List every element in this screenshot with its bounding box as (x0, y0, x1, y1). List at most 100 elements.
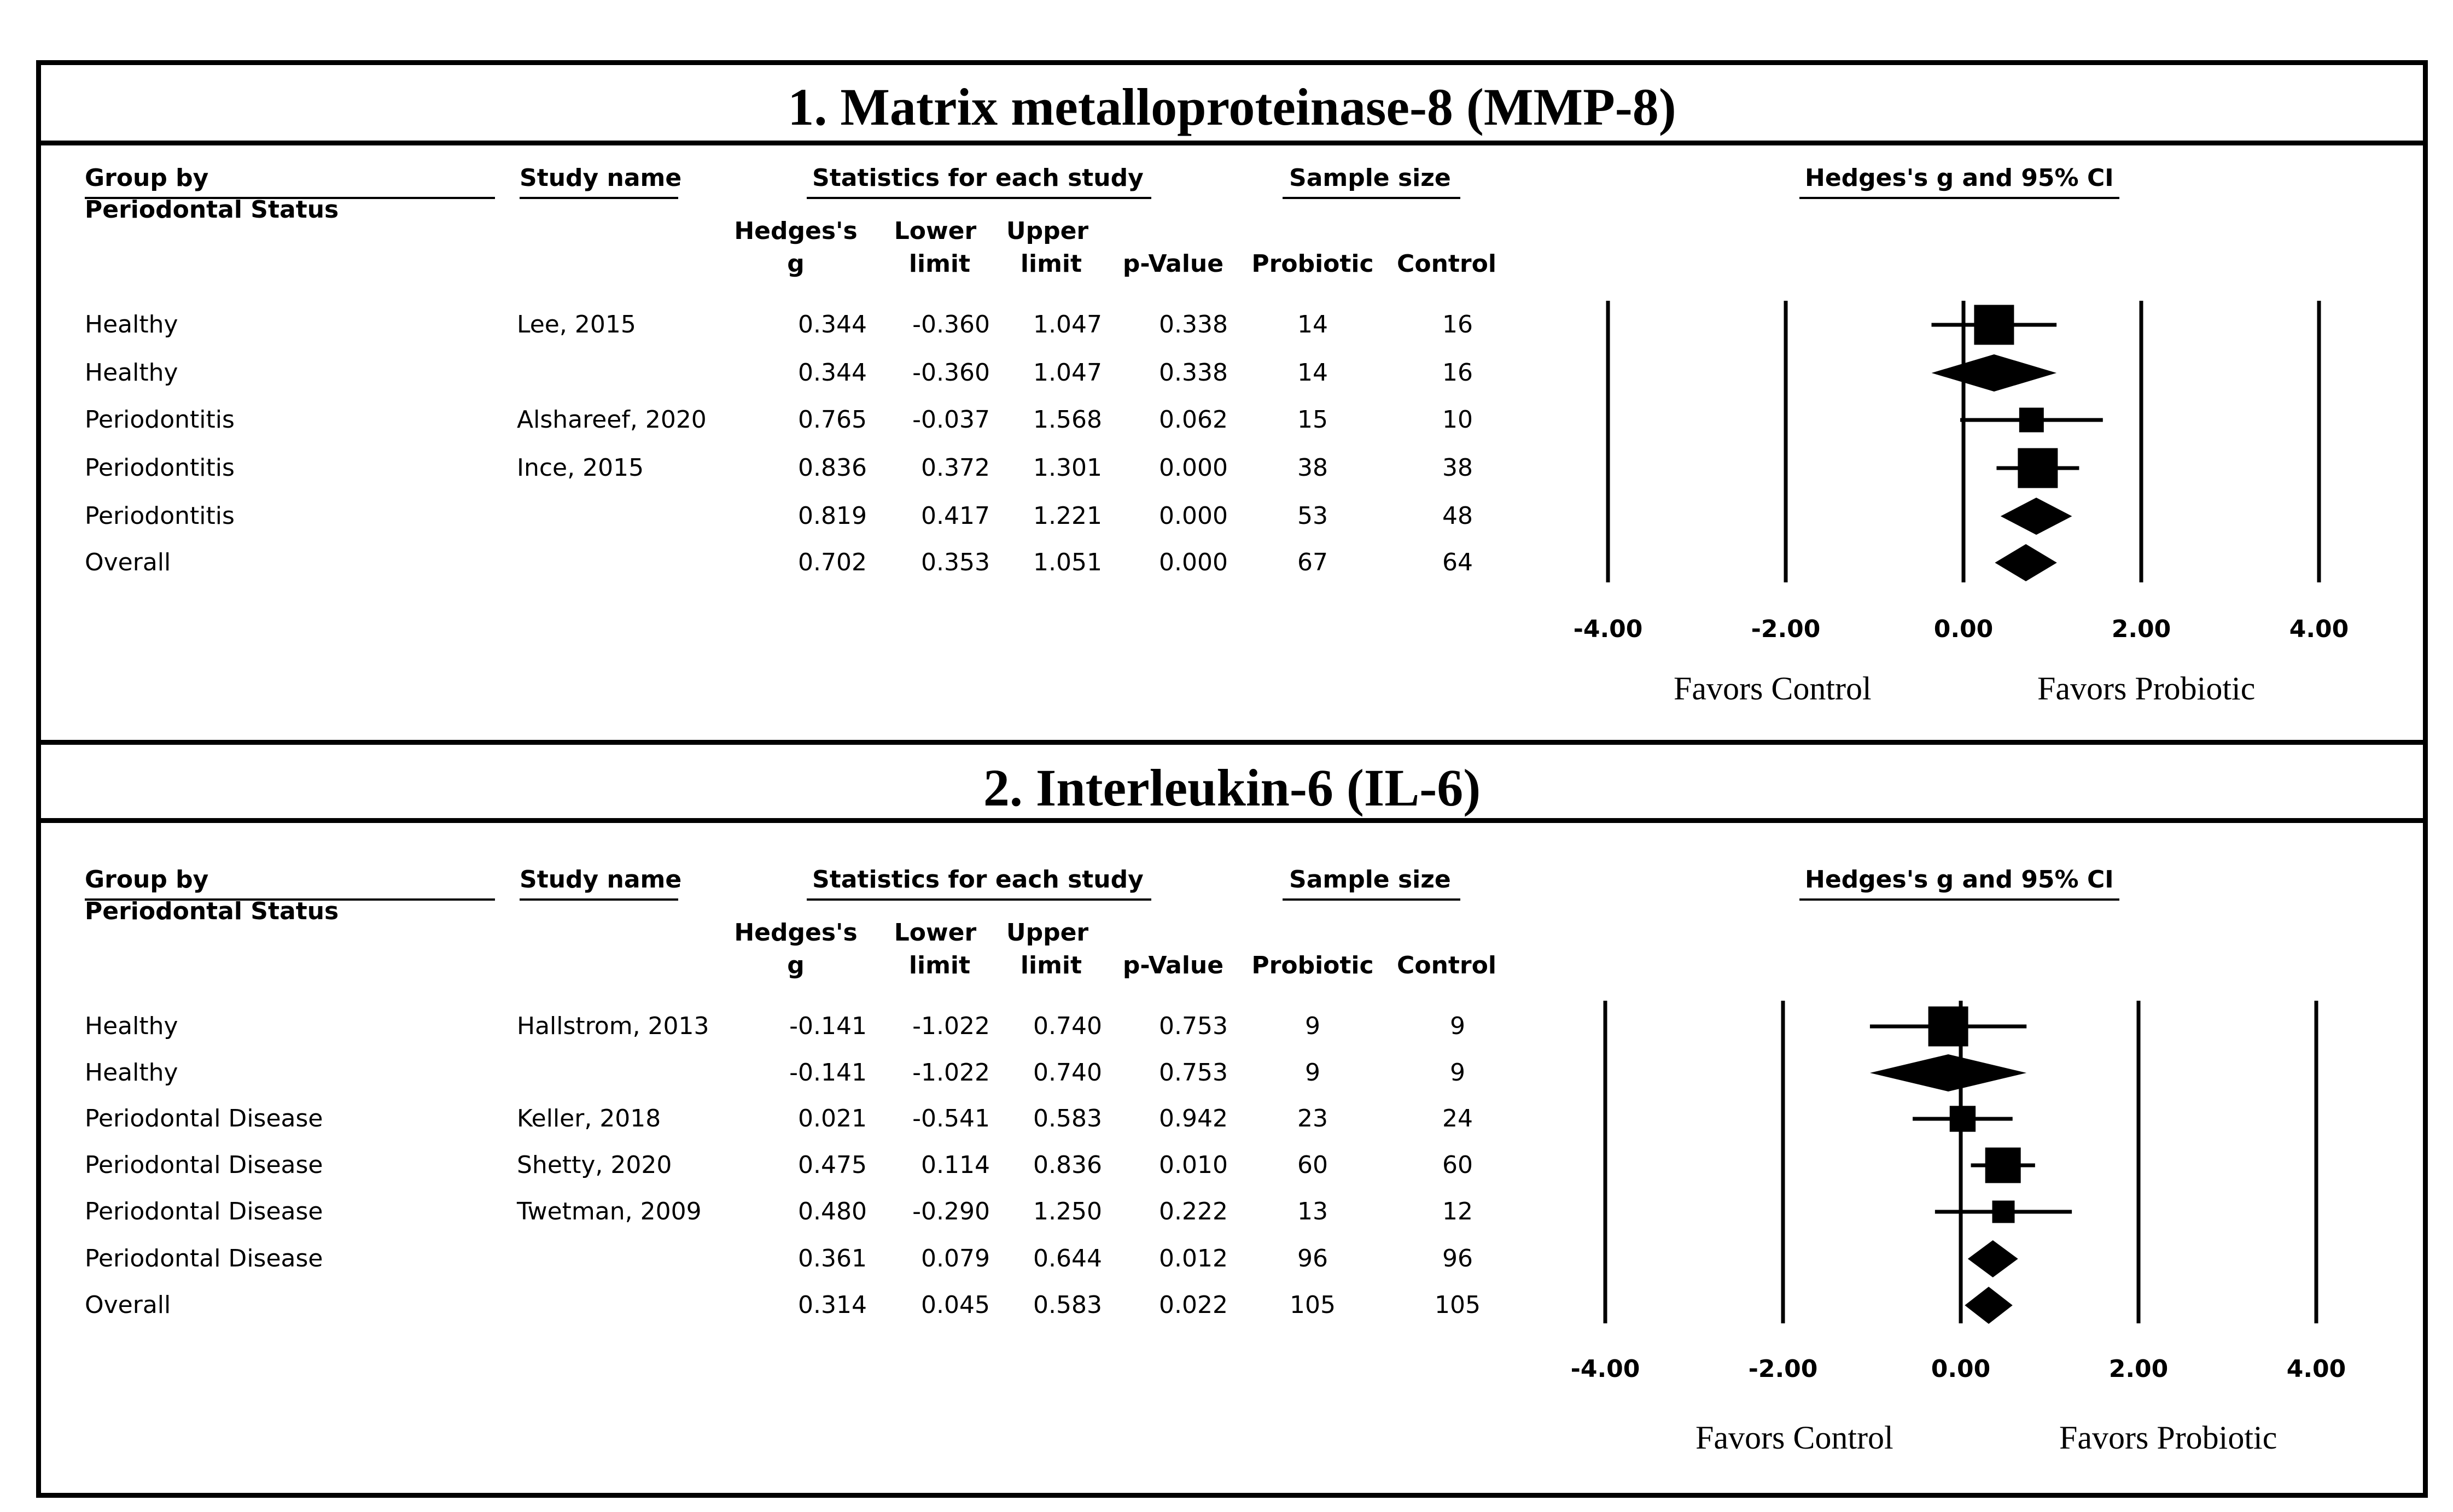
header-p-value: p-Value (1122, 951, 1224, 979)
row-upper-limit: 1.047 (1033, 311, 1102, 338)
summary-diamond (1967, 1240, 2018, 1277)
row-control-n: 38 (1442, 454, 1473, 482)
row-p-value: 0.753 (1159, 1059, 1228, 1087)
point-estimate-square (1949, 1106, 1976, 1132)
row-control-n: 16 (1442, 311, 1473, 338)
row-hedges-g: 0.702 (798, 548, 867, 576)
row-p-value: 0.000 (1159, 502, 1228, 530)
point-estimate-square (1992, 1200, 2015, 1223)
header-upper-limit: limit (1020, 951, 1082, 979)
row-hedges-g: 0.819 (798, 502, 867, 530)
x-tick-label: -2.00 (1751, 615, 1821, 643)
header-study-name: Study name (520, 866, 682, 894)
x-tick-label: 0.00 (1931, 1355, 1991, 1383)
row-p-value: 0.753 (1159, 1012, 1228, 1040)
row-upper-limit: 1.047 (1033, 359, 1102, 387)
row-probiotic-n: 14 (1297, 359, 1328, 387)
row-upper-limit: 0.740 (1033, 1059, 1102, 1087)
row-control-n: 96 (1442, 1245, 1473, 1272)
header-group-underline (85, 197, 495, 199)
row-group: Healthy (85, 1059, 178, 1087)
header-study-underline (520, 898, 678, 901)
header-sample-underline (1283, 898, 1460, 901)
row-upper-limit: 0.583 (1033, 1105, 1102, 1132)
row-hedges-g: 0.344 (798, 311, 867, 338)
row-lower-limit: 0.045 (921, 1291, 990, 1319)
header-hedges: Hedges's (734, 919, 858, 947)
row-probiotic-n: 53 (1297, 502, 1328, 530)
x-tick-label: -2.00 (1748, 1355, 1818, 1383)
row-group: Healthy (85, 1012, 178, 1040)
row-probiotic-n: 96 (1297, 1245, 1328, 1272)
row-probiotic-n: 105 (1290, 1291, 1336, 1319)
row-control-n: 60 (1442, 1151, 1473, 1179)
row-lower-limit: -0.290 (912, 1198, 990, 1225)
row-lower-limit: 0.372 (921, 454, 990, 482)
favors-probiotic-label: Favors Probiotic (2059, 1420, 2277, 1456)
row-control-n: 10 (1442, 406, 1473, 434)
header-lower: Lower (894, 217, 977, 245)
header-lower: Lower (894, 919, 977, 947)
row-lower-limit: -0.360 (912, 359, 990, 387)
header-plot-underline (1799, 197, 2119, 199)
row-study-name: Twetman, 2009 (517, 1198, 702, 1225)
row-probiotic-n: 23 (1297, 1105, 1328, 1132)
row-p-value: 0.000 (1159, 454, 1228, 482)
row-hedges-g: 0.765 (798, 406, 867, 434)
header-p-value: p-Value (1122, 250, 1224, 278)
header-upper-limit: limit (1020, 250, 1082, 278)
row-control-n: 9 (1450, 1012, 1465, 1040)
summary-diamond (1995, 544, 2057, 581)
header-probiotic: Probiotic (1251, 951, 1374, 979)
row-study-name: Alshareef, 2020 (517, 406, 707, 434)
x-tick-label: 2.00 (2111, 615, 2171, 643)
header-lower-limit: limit (908, 250, 971, 278)
row-lower-limit: 0.417 (921, 502, 990, 530)
row-upper-limit: 1.221 (1033, 502, 1102, 530)
row-hedges-g: 0.475 (798, 1151, 867, 1179)
header-sample-size: Sample size (1289, 164, 1451, 192)
row-group: Healthy (85, 359, 178, 387)
row-p-value: 0.222 (1159, 1198, 1228, 1225)
header-study-name: Study name (520, 164, 682, 192)
row-probiotic-n: 15 (1297, 406, 1328, 434)
header-study-underline (520, 197, 678, 199)
row-p-value: 0.338 (1159, 359, 1228, 387)
row-group: Periodontitis (85, 502, 235, 530)
point-estimate-square (2018, 448, 2058, 488)
header-group-by: Group by (85, 164, 209, 192)
row-probiotic-n: 13 (1297, 1198, 1328, 1225)
row-probiotic-n: 67 (1297, 548, 1328, 576)
figure-frame (36, 60, 2428, 1498)
row-study-name: Shetty, 2020 (517, 1151, 672, 1179)
x-tick-label: -4.00 (1570, 1355, 1640, 1383)
header-statistics: Statistics for each study (812, 866, 1144, 894)
row-control-n: 48 (1442, 502, 1473, 530)
row-p-value: 0.012 (1159, 1245, 1228, 1272)
row-upper-limit: 0.583 (1033, 1291, 1102, 1319)
header-sample-underline (1283, 197, 1460, 199)
x-tick-label: 4.00 (2286, 1355, 2346, 1383)
row-upper-limit: 1.568 (1033, 406, 1102, 434)
row-probiotic-n: 14 (1297, 311, 1328, 338)
header-hedges: Hedges's (734, 217, 858, 245)
panel-divider (36, 740, 2428, 745)
row-hedges-g: 0.314 (798, 1291, 867, 1319)
row-study-name: Keller, 2018 (517, 1105, 661, 1132)
row-group: Overall (85, 1291, 171, 1319)
row-probiotic-n: 9 (1305, 1012, 1320, 1040)
header-plot: Hedges's g and 95% CI (1805, 866, 2114, 894)
favors-probiotic-label: Favors Probiotic (2037, 670, 2256, 707)
x-tick-label: 4.00 (2289, 615, 2349, 643)
row-control-n: 9 (1450, 1059, 1465, 1087)
header-plot-underline (1799, 898, 2119, 901)
header-sample-size: Sample size (1289, 866, 1451, 894)
header-periodontal-status: Periodontal Status (85, 897, 339, 925)
row-group: Periodontitis (85, 454, 235, 482)
row-hedges-g: 0.836 (798, 454, 867, 482)
row-probiotic-n: 60 (1297, 1151, 1328, 1179)
row-p-value: 0.022 (1159, 1291, 1228, 1319)
header-stats-underline (807, 197, 1151, 199)
